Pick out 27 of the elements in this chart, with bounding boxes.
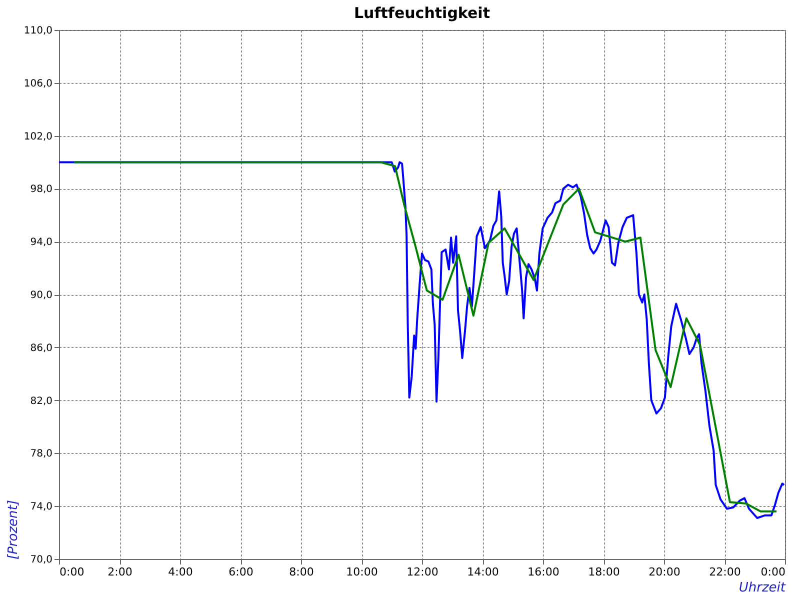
y-tick-label: 106,0 <box>24 78 52 90</box>
y-tick-label: 86,0 <box>30 342 52 354</box>
y-tick-label: 70,0 <box>30 554 52 566</box>
x-tick-label: 14:00 <box>467 566 499 578</box>
x-tick-label: 16:00 <box>528 566 560 578</box>
x-tick-label: 12:00 <box>406 566 438 578</box>
y-tick-label: 78,0 <box>30 448 52 460</box>
x-tick-label: 8:00 <box>289 566 314 578</box>
y-tick-label: 90,0 <box>30 290 52 301</box>
x-axis-title: Uhrzeit <box>738 580 786 596</box>
y-tick-label: 110,0 <box>24 26 52 36</box>
x-tick-label: 6:00 <box>228 566 254 578</box>
x-tick-label: 20:00 <box>648 566 680 578</box>
y-tick-label: 98,0 <box>30 184 52 196</box>
x-tick-label: 22:00 <box>709 566 741 578</box>
x-tick-label: 4:00 <box>168 566 193 578</box>
y-tick-label: 82,0 <box>30 396 52 407</box>
y-tick-label: 94,0 <box>30 237 52 248</box>
x-tick-label: 10:00 <box>346 566 378 578</box>
chart-title: Luftfeuchtigkeit <box>354 4 490 22</box>
y-tick-label: 74,0 <box>30 502 52 513</box>
x-tick-label: 18:00 <box>588 566 620 578</box>
y-tick-label: 102,0 <box>24 131 52 142</box>
y-axis-title: [Prozent] <box>6 500 21 560</box>
x-tick-label: 0:00 <box>60 566 84 578</box>
x-tick-label: 0:00 <box>760 566 786 578</box>
x-tick-label: 2:00 <box>108 566 132 578</box>
